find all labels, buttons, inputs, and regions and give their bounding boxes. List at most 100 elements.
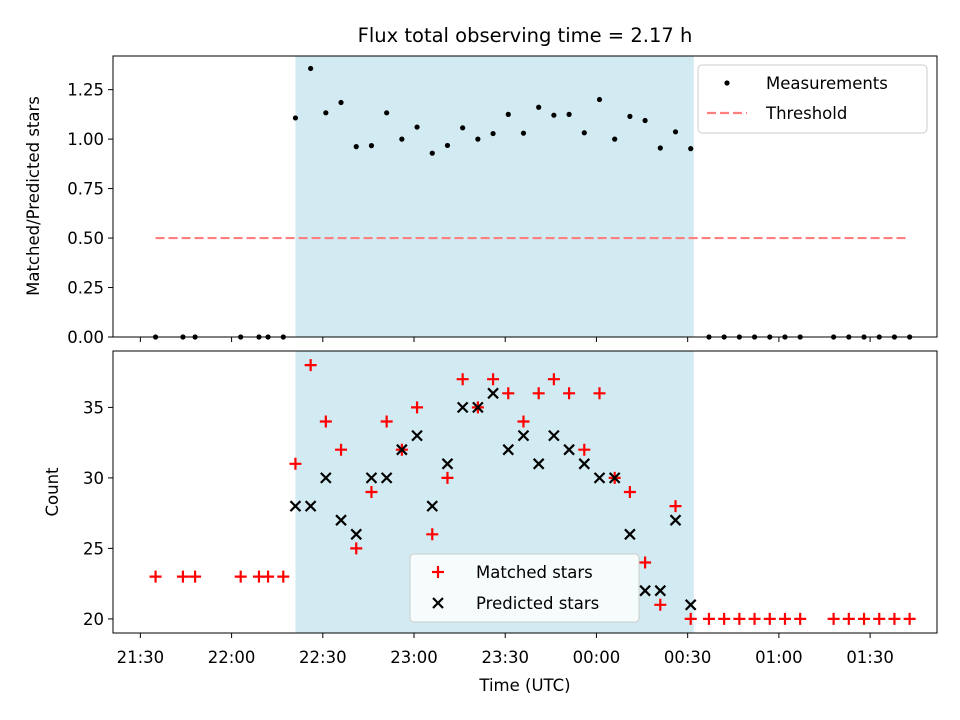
predicted-star-point [304, 500, 317, 512]
x-tick-label: 01:00 [755, 648, 803, 667]
measurement-point [444, 142, 451, 149]
predicted-star-point [563, 443, 575, 456]
predicted-star-point [669, 514, 682, 526]
measurement-point [460, 125, 466, 131]
measurement-point [292, 115, 299, 121]
predicted-star-point [456, 401, 469, 414]
predicted-star-point [350, 528, 363, 541]
measurement-point [323, 110, 329, 116]
predicted-star-point [654, 584, 667, 597]
predicted-star-point [289, 500, 302, 512]
measurement-point [688, 146, 694, 152]
predicted-star-point [365, 472, 378, 484]
top-y-tick-label: 0.75 [67, 180, 104, 199]
matched-star-point [888, 612, 901, 625]
matched-star-point [426, 528, 439, 541]
matched-star-point [593, 387, 606, 400]
matched-star-point [176, 570, 189, 583]
x-tick-label: 21:30 [117, 648, 165, 667]
predicted-star-point [502, 443, 515, 456]
matched-star-point [262, 570, 275, 583]
matched-star-point [763, 612, 776, 625]
measurements-legend-marker [724, 80, 730, 86]
matched-star-point [639, 556, 652, 569]
predicted-star-point [472, 401, 484, 414]
matched-star-point [365, 486, 378, 498]
top-legend-frame [697, 64, 928, 134]
matched-star-point [350, 542, 363, 555]
measurement-point [551, 112, 557, 118]
matched-star-point [441, 471, 454, 484]
predicted-star-point [411, 429, 423, 442]
measurement-point [566, 111, 572, 117]
predicted-star-point [380, 472, 393, 484]
bottom-y-tick-label: 30 [83, 469, 104, 488]
matched-star-point [547, 373, 560, 386]
matched-star-point [858, 612, 871, 625]
measurement-point [368, 143, 375, 149]
matched-star-point [778, 612, 791, 625]
predicted-star-point [639, 584, 651, 597]
matched-star-point [733, 612, 746, 625]
matched-star-point [563, 387, 576, 400]
measurement-point [475, 136, 481, 142]
matched-star-point [623, 486, 636, 498]
predicted-star-point [426, 500, 439, 512]
x-axis-label: Time (UTC) [478, 676, 570, 695]
matched-star-point [578, 443, 591, 456]
predicted-star-point [335, 514, 347, 526]
predicted-stars-legend-label: Predicted stars [476, 594, 599, 613]
measurement-point [612, 136, 618, 142]
x-tick-label: 00:00 [573, 648, 621, 667]
threshold-legend-label: Threshold [765, 104, 847, 123]
bottom-legend-frame [409, 553, 640, 623]
matched-star-point [487, 373, 500, 386]
measurements-legend-label: Measurements [766, 74, 888, 93]
top-chart-title: Flux total observing time = 2.17 h [358, 24, 693, 47]
predicted-star-point [578, 458, 591, 470]
predicted-star-point [320, 472, 332, 484]
measurement-point [338, 99, 344, 106]
x-tick-label: 01:30 [846, 648, 894, 667]
predicted-star-point [396, 443, 408, 456]
matched-star-point [669, 500, 682, 513]
matched-star-point [149, 570, 162, 583]
top-y-tick-label: 0.50 [67, 229, 104, 248]
matched-star-point [502, 387, 515, 400]
matched-stars-legend-marker [432, 566, 444, 578]
matched-star-point [517, 415, 530, 428]
top-legend: Measurements Threshold [697, 64, 928, 134]
matched-star-point [380, 415, 393, 428]
x-tick-label: 22:00 [208, 648, 256, 667]
bottom-legend: Matched stars Predicted stars [409, 553, 640, 623]
measurement-point [627, 113, 633, 119]
matched-star-point [873, 612, 886, 625]
x-tick-label: 00:30 [664, 648, 712, 667]
top-y-tick-label: 1.25 [67, 81, 104, 100]
x-tick-label: 23:30 [481, 648, 529, 667]
matched-star-point [827, 612, 840, 625]
bottom-y-axis-label: Count [43, 467, 62, 517]
measurement-point [536, 104, 542, 110]
matched-stars-legend-label: Matched stars [476, 563, 593, 582]
matched-star-point [718, 612, 731, 625]
predicted-star-point [487, 387, 499, 400]
predicted-star-point [608, 472, 621, 484]
measurement-point [308, 65, 314, 72]
measurement-point [414, 124, 420, 130]
measurement-point [642, 117, 648, 124]
matched-star-point [842, 612, 855, 625]
predicted-star-point [441, 458, 454, 470]
measurement-point [596, 96, 603, 103]
bottom-y-tick-label: 35 [83, 398, 104, 417]
matched-star-point [234, 570, 247, 583]
matched-star-point [277, 570, 290, 583]
measurement-point [399, 136, 405, 142]
matched-star-point [903, 612, 916, 625]
measurement-point [520, 130, 527, 136]
matched-star-point [748, 612, 761, 625]
matched-star-point [456, 373, 469, 386]
bottom-series-matched-stars [149, 359, 916, 625]
predicted-star-point [532, 458, 545, 470]
